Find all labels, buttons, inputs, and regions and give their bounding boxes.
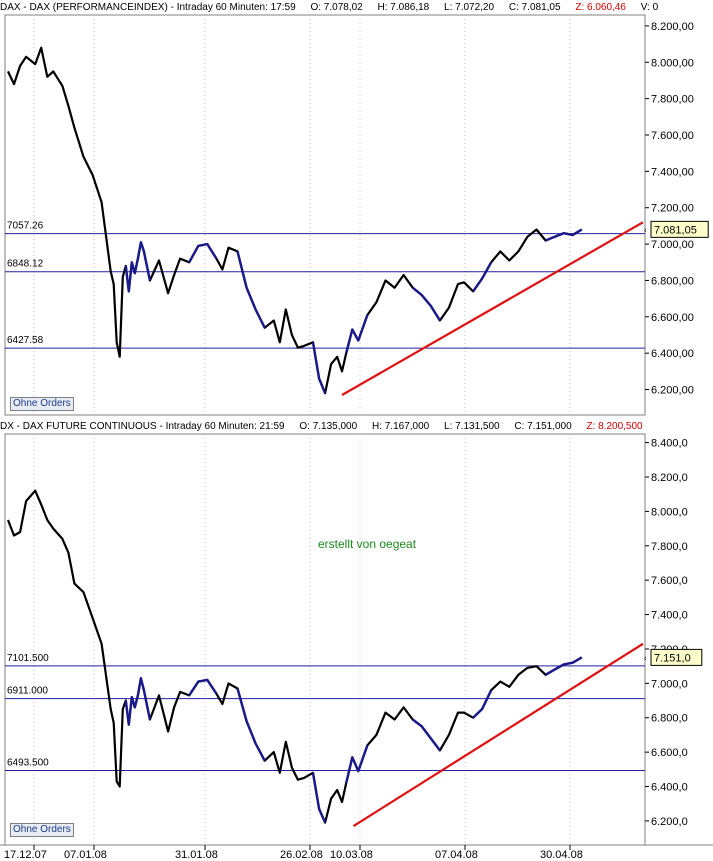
y-tick-label: 7.000,00 [651,239,694,251]
price-line-segment [188,678,218,697]
y-tick-label: 7.800,0 [651,541,688,553]
interval: Intraday 60 Minuten [176,2,266,13]
level-label: 6911.000 [7,686,48,697]
current-value-pointer: ‹ [644,653,647,662]
price-line-segment [124,241,152,293]
y-tick-label: 8.000,00 [651,57,694,69]
price-line-segment [188,242,218,263]
plot-area [4,433,646,846]
x-tick-label: 10.03.08 [330,849,373,861]
high-value: H: 7.086,18 [377,2,430,13]
x-tick-label: 26.02.08 [280,849,323,861]
current-value-box [650,220,709,238]
x-tick-label: 30.04.08 [540,849,583,861]
y-tick-label: 6.400,00 [651,348,694,360]
panel-1-header: DAX - DAX (PERFORMANCEINDEX) - Intraday … [0,0,713,15]
low-value: L: 7.072,20 [444,2,495,13]
level-label: 6848.12 [7,259,44,270]
volume-value: V: 0 [640,2,659,13]
price-line-segment [472,261,493,293]
level-label: 7057.26 [7,221,44,232]
price-line-segment [411,286,441,322]
price-line-segment [236,688,266,762]
trendline [341,221,644,396]
time: 17:59 [270,2,296,13]
level-label: 6493.500 [7,757,49,768]
x-tick-label: 07.04.08 [435,849,478,861]
x-tick-label: 07.01.08 [64,849,107,861]
current-value-label: 7.081,05 [654,224,697,236]
open-value: O: 7.078,02 [310,2,363,13]
low-value: L: 7.131,500 [444,421,500,432]
high-value: H: 7.167,000 [371,421,430,432]
trendline [352,642,644,828]
close-value: C: 7.081,05 [508,2,561,13]
y-tick-label: 8.000,0 [651,506,688,518]
x-tick-label: 17.12.07 [4,849,47,861]
level-label: 7101.500 [7,653,49,664]
y-tick-label: 7.400,0 [651,610,688,622]
y-tick-label: 7.600,0 [651,575,688,587]
current-value-box [650,648,703,666]
open-value: O: 7.135,000 [299,421,358,432]
symbol: DAX [0,2,21,13]
price-line-segment [345,314,369,354]
z-value: Z: 6.060,46 [575,2,626,13]
y-tick-label: 6.600,0 [651,747,688,759]
order-badge[interactable]: Ohne Orders [10,397,74,411]
order-badge[interactable]: Ohne Orders [10,823,74,837]
y-tick-label: 7.600,00 [651,130,694,142]
instrument-name: DAX FUTURE CONTINUOUS [22,421,157,432]
price-line-segment [411,718,441,752]
close-value: C: 7.151,000 [514,421,572,432]
y-tick-label: 6.800,00 [651,275,694,287]
price-line-segment [544,656,583,676]
y-tick-label: 6.600,00 [651,312,694,324]
y-tick-label: 7.200,00 [651,203,694,215]
plot-area [4,14,646,416]
price-line-segment [124,677,152,726]
interval: Intraday 60 Minuten [165,421,254,432]
y-tick-label: 6.800,0 [651,713,688,725]
y-tick-label: 7.800,00 [651,94,694,106]
y-tick-label: 7.000,0 [651,678,688,690]
instrument-name: DAX (PERFORMANCEINDEX) [29,2,168,13]
level-label: 6427.58 [7,335,44,346]
y-tick-label: 7.400,00 [651,166,694,178]
current-value-label: 7.151,0 [654,652,691,664]
symbol: DX [0,421,14,432]
price-line-segment [472,689,493,719]
time: 21:59 [259,421,285,432]
panel-2-header: DX - DAX FUTURE CONTINUOUS - Intraday 60… [0,419,650,434]
y-tick-label: 6.400,0 [651,782,688,794]
current-value-pointer: ‹ [644,225,647,234]
y-tick-label: 8.200,00 [651,21,694,33]
x-tick-label: 31.01.08 [175,849,218,861]
price-line-segment [545,228,583,242]
y-tick-label: 8.400,0 [651,438,688,450]
z-value: Z: 8.200,500 [586,421,643,432]
price-line-segment [311,342,327,394]
annotation-text: erstellt von oegeat [318,537,417,551]
y-tick-label: 6.200,0 [651,816,688,828]
price-line-segment [236,251,266,329]
y-tick-label: 6.200,00 [651,385,694,397]
y-tick-label: 8.200,0 [651,472,688,484]
price-line-segment [345,744,369,784]
price-line-segment [311,772,327,824]
